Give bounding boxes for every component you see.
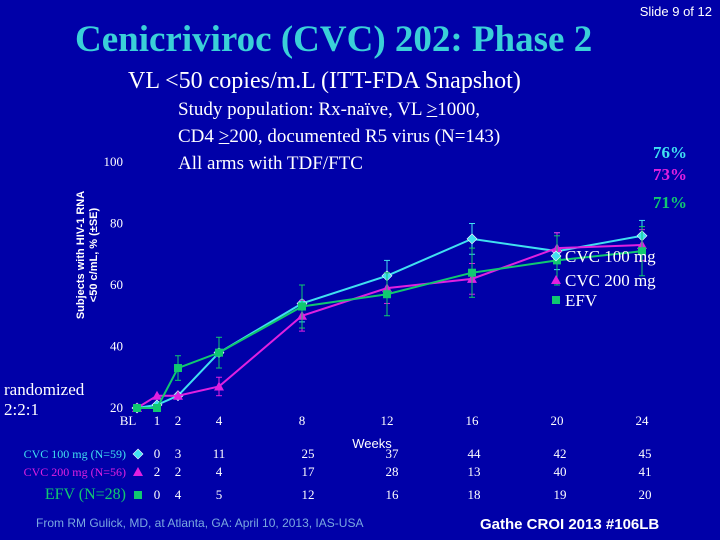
n-value: 0 xyxy=(154,446,161,461)
y-tick-label: 40 xyxy=(110,339,123,354)
y-tick-label: 80 xyxy=(110,216,123,231)
n-row-marker xyxy=(134,491,142,499)
n-value: 16 xyxy=(386,487,400,502)
x-tick-label: 8 xyxy=(299,413,306,428)
end-label: 71% xyxy=(653,193,687,212)
n-row-label: EFV (N=28) xyxy=(45,486,126,503)
x-tick-label: 12 xyxy=(381,413,394,428)
n-value: 3 xyxy=(175,446,182,461)
n-value: 5 xyxy=(216,487,223,502)
n-value: 45 xyxy=(639,446,652,461)
n-value: 20 xyxy=(639,487,652,502)
n-value: 44 xyxy=(468,446,482,461)
n-row-label: CVC 100 mg (N=59) xyxy=(24,447,126,461)
study-line-2: CD4 >200, documented R5 virus (N=143) xyxy=(178,126,501,147)
x-tick-label: 20 xyxy=(551,413,564,428)
n-value: 25 xyxy=(302,446,315,461)
series-line-cvc-200-mg xyxy=(136,244,643,409)
data-point-cvc-100-mg xyxy=(466,233,478,245)
n-value: 2 xyxy=(154,464,161,479)
n-value: 17 xyxy=(302,464,316,479)
n-row-marker xyxy=(133,467,143,476)
n-value: 4 xyxy=(175,487,182,502)
data-point-efv xyxy=(174,364,182,373)
slide-subtitle: VL <50 copies/m.L (ITT-FDA Snapshot) xyxy=(128,68,521,94)
study-line-1: Study population: Rx-naïve, VL >1000, xyxy=(178,99,481,120)
data-point-efv xyxy=(133,404,141,412)
data-point-cvc-200-mg xyxy=(152,390,162,400)
x-tick-label: BL xyxy=(120,413,137,428)
slide-title: Cenicriviroc (CVC) 202: Phase 2 xyxy=(75,19,593,60)
n-value: 18 xyxy=(468,487,481,502)
n-row-marker xyxy=(132,448,144,460)
x-tick-label: 2 xyxy=(175,413,182,428)
slide-number: Slide 9 of 12 xyxy=(639,4,712,19)
legend-label: EFV xyxy=(565,291,598,310)
legend-marker xyxy=(552,296,560,304)
data-point-cvc-200-mg xyxy=(214,381,224,391)
n-value: 37 xyxy=(386,446,400,461)
end-label: 73% xyxy=(653,165,687,184)
data-point-efv xyxy=(468,268,476,277)
x-tick-label: 24 xyxy=(636,413,650,428)
data-point-efv xyxy=(383,290,391,299)
randomization-note: randomized 2:2:1 xyxy=(4,380,85,419)
data-point-efv xyxy=(215,348,223,357)
n-value: 13 xyxy=(468,464,481,479)
n-value: 42 xyxy=(554,446,567,461)
y-tick-label: 100 xyxy=(104,154,124,169)
data-point-efv xyxy=(638,247,646,256)
y-tick-label: 20 xyxy=(110,400,123,415)
n-value: 0 xyxy=(154,487,161,502)
source-note: From RM Gulick, MD, at Atlanta, GA: Apri… xyxy=(36,516,364,530)
n-value: 11 xyxy=(213,446,226,461)
data-point-cvc-200-mg xyxy=(173,390,183,400)
n-value: 28 xyxy=(386,464,399,479)
x-axis-label: Weeks xyxy=(352,436,392,451)
x-tick-label: 4 xyxy=(216,413,223,428)
citation: Gathe CROI 2013 #106LB xyxy=(480,516,660,533)
data-point-efv xyxy=(153,404,161,412)
data-point-efv xyxy=(298,302,306,311)
y-tick-label: 60 xyxy=(110,277,123,292)
n-value: 40 xyxy=(554,464,567,479)
legend-marker xyxy=(550,250,562,262)
n-value: 4 xyxy=(216,464,223,479)
study-description: Study population: Rx-naïve, VL >1000, CD… xyxy=(178,96,500,177)
study-line-3: All arms with TDF/FTC xyxy=(178,153,363,174)
legend-label: CVC 200 mg xyxy=(565,271,656,290)
legend-marker xyxy=(551,275,561,284)
n-value: 2 xyxy=(175,464,182,479)
n-row-label: CVC 200 mg (N=56) xyxy=(24,465,126,479)
n-value: 19 xyxy=(554,487,567,502)
x-tick-label: 16 xyxy=(466,413,480,428)
legend-label: CVC 100 mg xyxy=(565,247,656,266)
x-tick-label: 1 xyxy=(154,413,161,428)
n-value: 41 xyxy=(639,464,652,479)
n-value: 12 xyxy=(302,487,315,502)
end-label: 76% xyxy=(653,143,687,162)
